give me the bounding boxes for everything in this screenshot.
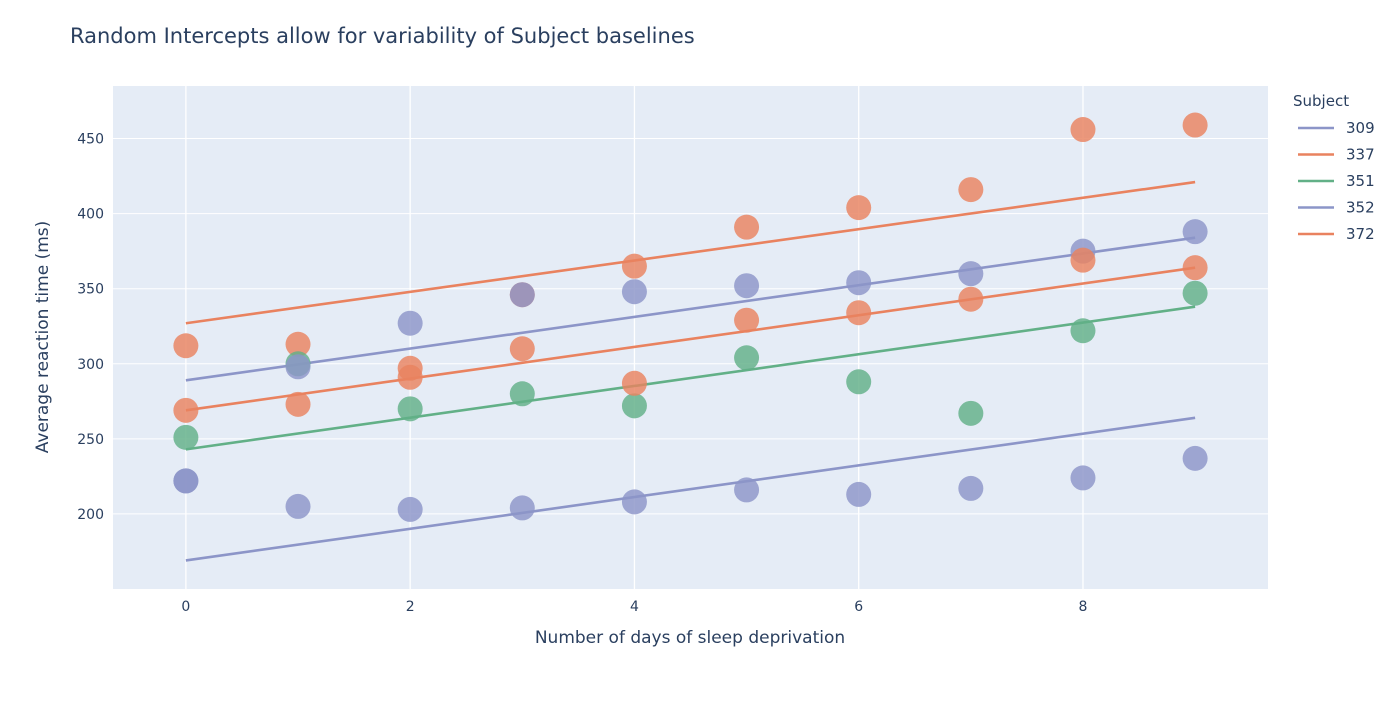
point-309 [509,495,535,521]
point-351 [397,396,423,422]
y-tick-label: 250 [77,432,104,448]
legend-title: Subject [1293,92,1349,110]
point-372 [621,370,647,396]
point-337 [846,195,872,221]
point-352 [958,261,984,287]
legend-label-309: 309 [1346,119,1375,137]
fit-line-309 [185,416,1196,562]
x-tick-label: 8 [1079,599,1088,615]
point-351 [958,400,984,426]
point-309 [846,481,872,507]
x-axis-label: Number of days of sleep deprivation [535,628,845,648]
point-309 [621,489,647,515]
y-axis-label: Average reaction time (ms) [33,221,53,454]
point-351 [621,393,647,419]
y-tick-label: 300 [77,357,104,373]
point-337 [734,214,760,240]
y-axis-ticks: 200 250 300 350 400 450 [77,132,104,523]
point-372 [397,355,423,381]
point-337 [1070,117,1096,143]
point-372 [285,391,311,417]
point-351 [173,424,199,450]
point-372 [509,336,535,362]
chart-title: Random Intercepts allow for variability … [70,24,695,48]
legend-items: 309 337 351 352 372 [1298,119,1375,243]
point-351 [1070,318,1096,344]
fit-line-337 [185,180,1196,325]
x-tick-label: 0 [181,599,190,615]
point-372 [1070,247,1096,273]
x-tick-label: 2 [406,599,415,615]
data-points [173,112,1208,522]
x-tick-label: 4 [630,599,639,615]
legend-label-351: 351 [1346,172,1375,190]
y-tick-label: 200 [77,507,104,523]
legend-label-352: 352 [1346,199,1375,217]
point-337 [1182,112,1208,138]
x-axis-ticks: 0 2 4 6 8 [181,599,1087,615]
point-352 [397,310,423,336]
point-351 [509,381,535,407]
point-372 [958,286,984,312]
legend-label-337: 337 [1346,146,1375,164]
point-337 [285,331,311,357]
point-309 [734,477,760,503]
point-337 [621,253,647,279]
point-352 [285,354,311,380]
point-337 [173,333,199,359]
point-352 [846,270,872,296]
legend: Subject 309 337 351 352 372 [1293,92,1375,243]
point-309 [285,493,311,519]
y-tick-label: 400 [77,207,104,223]
point-352 [509,282,535,308]
point-309 [1182,445,1208,471]
point-372 [1182,255,1208,281]
point-309 [958,475,984,501]
fit-line-372 [185,266,1196,412]
fit-line-351 [185,305,1196,451]
point-372 [734,307,760,333]
point-337 [958,177,984,203]
point-372 [173,397,199,423]
point-351 [846,369,872,395]
point-352 [621,279,647,305]
point-351 [734,345,760,371]
point-352 [1182,219,1208,245]
y-tick-label: 450 [77,132,104,148]
point-309 [1070,465,1096,491]
point-309 [397,496,423,522]
legend-label-372: 372 [1346,225,1375,243]
point-352 [173,468,199,494]
fit-line-352 [185,236,1196,382]
point-352 [734,273,760,299]
point-351 [1182,280,1208,306]
x-tick-label: 6 [854,599,863,615]
y-tick-label: 350 [77,282,104,298]
fit-lines [185,180,1196,562]
point-372 [846,300,872,326]
